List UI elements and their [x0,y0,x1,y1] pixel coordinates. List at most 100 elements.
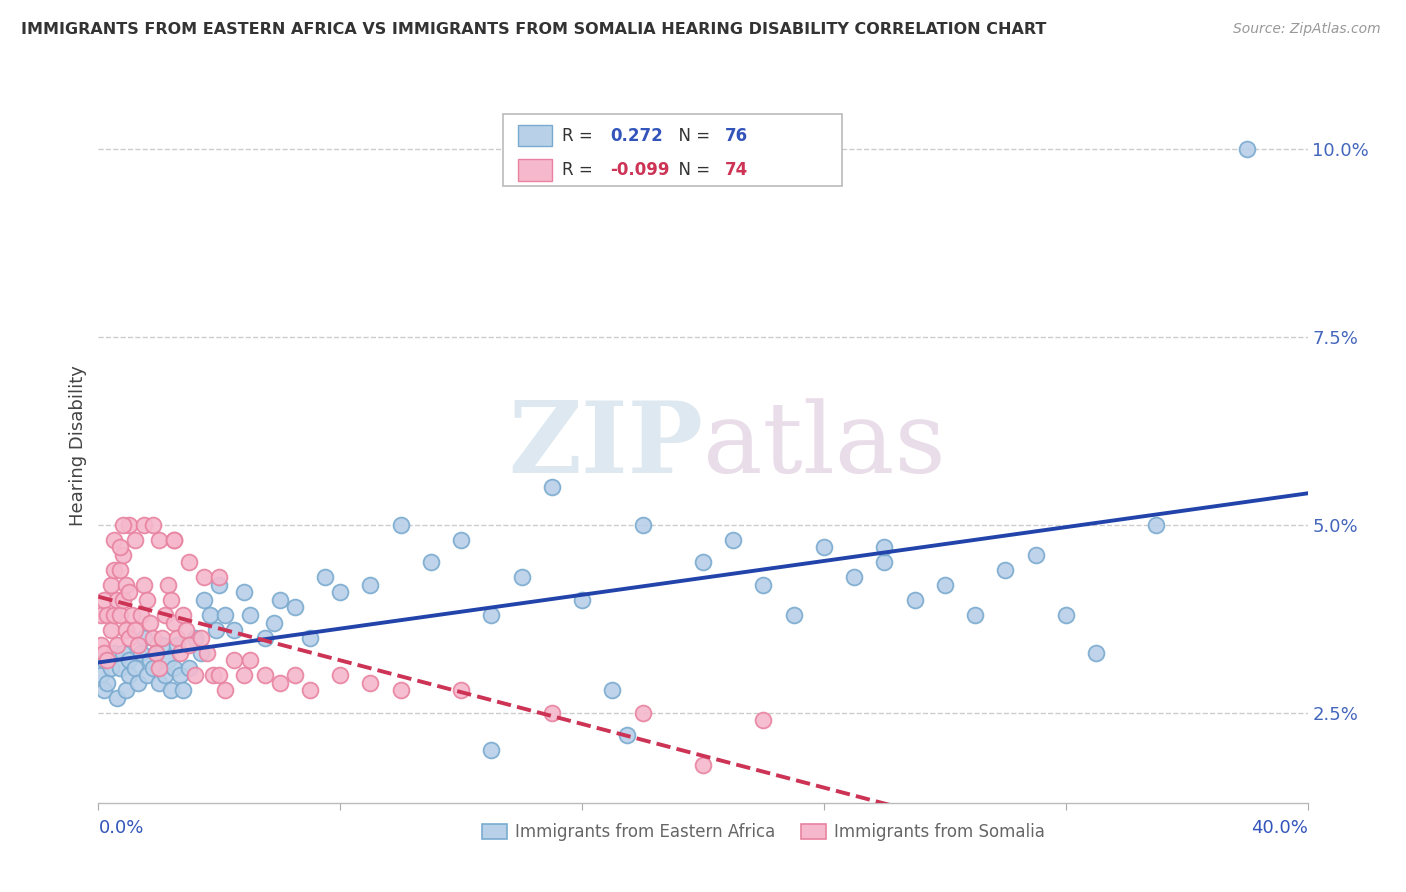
Point [540,480,562,494]
Point [813,541,835,555]
Point [263,615,285,630]
Point [1144,517,1167,532]
Point [208,578,231,592]
Point [111,593,134,607]
Point [299,631,322,645]
Point [873,556,896,570]
Point [195,646,218,660]
Point [124,623,146,637]
Point [142,517,165,532]
Point [190,631,212,645]
Point [172,683,194,698]
Point [153,607,176,622]
Point [314,570,336,584]
Point [90,638,112,652]
Point [93,646,115,660]
Point [145,646,167,660]
Point [179,556,201,570]
Point [232,668,254,682]
Point [148,660,170,674]
Point [114,578,136,592]
Point [96,653,118,667]
Point [269,675,291,690]
Point [1236,142,1258,156]
Point [111,548,134,562]
Point [179,638,201,652]
Point [193,593,215,607]
Point [139,653,162,667]
Point [844,570,866,584]
Point [752,713,775,727]
Point [111,517,134,532]
Point [299,683,322,698]
Point [150,638,173,652]
Text: N =: N = [668,127,716,145]
Point [692,556,714,570]
Point [329,668,352,682]
Point [329,585,352,599]
Point [105,690,128,705]
Point [90,668,112,682]
Point [156,578,179,592]
Point [224,623,246,637]
Point [723,533,745,547]
Point [142,631,165,645]
Point [135,593,157,607]
Text: R =: R = [561,127,598,145]
Point [129,646,152,660]
Point [163,533,186,547]
Point [166,631,188,645]
Text: 76: 76 [724,127,748,145]
Y-axis label: Hearing Disability: Hearing Disability [69,366,87,526]
Point [100,623,122,637]
Point [239,607,262,622]
Point [360,675,382,690]
Text: -0.099: -0.099 [610,161,669,178]
Point [148,533,170,547]
Point [284,600,307,615]
FancyBboxPatch shape [517,159,553,180]
Point [389,517,412,532]
Point [93,683,115,698]
Point [172,607,194,622]
Point [193,570,215,584]
Point [239,653,262,667]
Point [253,668,276,682]
Point [105,638,128,652]
Point [90,607,112,622]
Point [100,578,122,592]
Point [202,668,225,682]
Point [208,668,231,682]
Point [114,683,136,698]
Point [481,607,503,622]
Point [145,646,167,660]
Point [450,683,472,698]
Text: atlas: atlas [703,398,946,494]
Point [103,646,125,660]
Point [132,578,155,592]
Point [127,675,149,690]
Point [253,631,276,645]
Point [169,668,191,682]
Point [156,653,179,667]
Point [96,675,118,690]
Text: N =: N = [668,161,716,178]
Point [214,607,236,622]
Point [1024,548,1046,562]
Point [105,593,128,607]
Point [132,517,155,532]
Point [540,706,562,720]
Point [132,631,155,645]
Point [118,653,141,667]
Point [121,607,143,622]
Point [93,593,115,607]
Point [571,593,593,607]
Point [150,631,173,645]
Point [692,758,714,772]
Point [214,683,236,698]
Point [904,593,927,607]
Point [994,563,1017,577]
Point [139,615,162,630]
Point [284,668,307,682]
Legend: Immigrants from Eastern Africa, Immigrants from Somalia: Immigrants from Eastern Africa, Immigran… [475,817,1052,848]
